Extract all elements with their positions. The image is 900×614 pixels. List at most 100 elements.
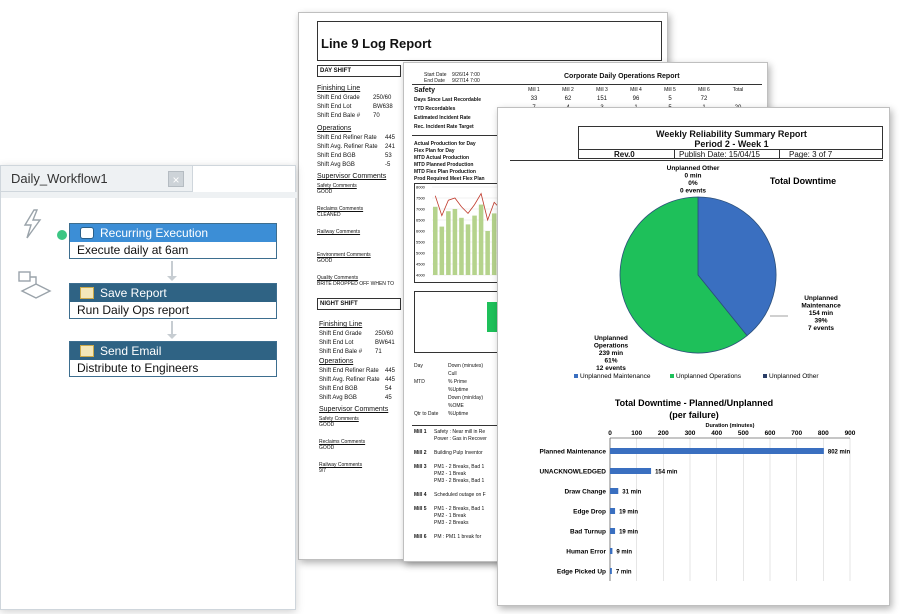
pie-slice (697, 196, 777, 337)
comment-label: Reclaims Comments (317, 206, 364, 212)
operations-heading: Operations (317, 125, 352, 132)
legend-label: Unplanned Maintenance (580, 373, 651, 380)
document-icon (80, 287, 94, 299)
safety-heading: Safety (414, 87, 436, 94)
operations-row: Shift Avg BGB -5 (317, 162, 397, 171)
weekly-title: Weekly Reliability Summary Report (656, 129, 807, 139)
day-block-label: Day (414, 363, 423, 369)
row-label: Shift End BGB (319, 386, 358, 392)
step-title: Send Email (100, 344, 162, 358)
step-detail: Run Daily Ops report (77, 303, 190, 317)
step-title: Save Report (100, 286, 167, 300)
safety-row-label: Estimated Incident Rate (414, 115, 471, 121)
mill-note-line: Safety : Near mill in Re (434, 429, 486, 435)
night-operations-heading: Operations (319, 358, 354, 365)
envelope-icon (80, 345, 94, 357)
mill-column-header: Mill 5 (664, 87, 676, 93)
mini-chart-bar (472, 215, 477, 275)
start-date-label: Start Date (424, 72, 447, 78)
comment-value: GOOD (319, 445, 335, 451)
pie-slice (619, 196, 748, 354)
mill-note-line: PM1 - 2 Breaks, Bad 1 (434, 464, 485, 470)
bar-x-tick: 300 (685, 430, 696, 437)
mill-note-line: Scheduled outage on F (434, 492, 486, 498)
finishing-row: Shift End Bale # 71 (319, 349, 394, 358)
weekly-publish-date: Publish Date: 15/04/15 (679, 150, 760, 159)
comment-label: Safety Comments (319, 416, 359, 422)
flow-arrowhead-1 (167, 276, 177, 281)
mini-chart-line (434, 192, 502, 222)
row-value: 445 (385, 368, 396, 374)
safety-cell: 62 (564, 96, 572, 102)
pie-data-label: 0 min (685, 173, 702, 180)
day-shift-header: DAY SHIFT (317, 65, 401, 77)
workflow-panel: Daily_Workflow1 × Recurring Execution Ex… (0, 165, 297, 610)
production-mini-chart: 8000 7500 7000 6500 6000 5500 5000 4500 4000 (414, 183, 506, 283)
production-row-label: Prod Required Meet Flex Plan (414, 176, 485, 182)
mill-column-header: Mill 2 (562, 87, 574, 93)
row-value: 250/60 (375, 331, 394, 337)
row-label: Shift End Refiner Rate (319, 368, 379, 374)
row-label: Shift End Refiner Rate (317, 135, 377, 141)
corporate-title: Corporate Daily Operations Report (564, 73, 680, 80)
flow-connector-1 (171, 261, 173, 277)
safety-row-label: YTD Recordables (414, 106, 456, 112)
workflow-tab-strip (1, 192, 297, 198)
row-value: 54 (385, 386, 392, 392)
bar-x-tick: 800 (818, 430, 829, 437)
end-date-label: End Date (424, 78, 445, 84)
end-date-value: 9/27/14 7:00 (452, 78, 480, 84)
bar-category-label: Bad Turnup (570, 529, 606, 536)
row-value: 70 (373, 113, 380, 119)
comment-label: Reclaims Comments (319, 439, 366, 445)
comment-label: Environment Comments (317, 252, 371, 258)
weekly-page-number: Page: 3 of 7 (789, 150, 833, 159)
row-label: Shift Avg. Refiner Rate (319, 377, 380, 383)
weekly-reliability-report: Weekly Reliability Summary Report Period… (497, 107, 890, 606)
mini-chart-bar (439, 226, 445, 275)
row-label: Shift End Bale # (319, 349, 363, 355)
downtime-bar-chart: Total Downtime - Planned/Unplanned (per f… (540, 398, 856, 581)
bar-value-label: 802 min (828, 450, 851, 456)
bar (610, 568, 612, 574)
safety-row-label: Days Since Last Recordable (414, 97, 481, 103)
comment-value: GOOD (317, 258, 333, 264)
header-col-divider-2 (779, 149, 780, 159)
bar-xlabel: Duration (minutes) (706, 423, 755, 429)
operations-row: Shift Avg. Refiner Rate 445 (319, 377, 395, 386)
row-label: Shift End BGB (317, 153, 356, 159)
finishing-row: Shift End Lot BW638 (317, 104, 397, 113)
workflow-step-save-report[interactable]: Save Report Run Daily Ops report (69, 283, 277, 319)
comment-label: Safety Comments (317, 183, 357, 189)
legend-swatch (763, 374, 767, 378)
mill-column-header: Mill 6 (698, 87, 710, 93)
day-block-label: Qtr to Date (414, 411, 439, 417)
day-shift-label: DAY SHIFT (320, 68, 352, 74)
pie-data-label: Unplanned (804, 295, 838, 302)
close-icon[interactable]: × (168, 171, 184, 187)
mill-note-label: Mill 5 (414, 506, 427, 512)
night-supervisor-comments-heading: Supervisor Comments (319, 406, 389, 413)
bar-category-label: Edge Picked Up (557, 569, 606, 576)
mini-chart-tick: 6500 (416, 218, 426, 223)
workflow-step-recurring-execution[interactable]: Recurring Execution Execute daily at 6am (69, 223, 277, 259)
clock-icon (80, 227, 94, 239)
workflow-step-send-email[interactable]: Send Email Distribute to Engineers (69, 341, 277, 377)
workflow-tab[interactable]: Daily_Workflow1 × (1, 166, 193, 192)
row-label: Shift Avg BGB (319, 395, 357, 401)
line9-title-box: Line 9 Log Report (317, 21, 662, 61)
day-block-text: %Uptime (448, 387, 469, 393)
flow-arrowhead-2 (167, 334, 177, 339)
production-row-label: MTD Planned Production (414, 162, 474, 168)
mini-chart-tick: 4000 (416, 273, 426, 278)
mini-chart-tick: 7500 (416, 196, 426, 201)
mill-note-line: Building Pulp Inventor (434, 450, 483, 456)
mini-chart-panel (414, 291, 506, 353)
header-col-divider-1 (674, 149, 675, 159)
supervisor-comments-heading: Supervisor Comments (317, 173, 387, 180)
mini-chart-tick: 6000 (416, 229, 426, 234)
row-value: 445 (385, 135, 396, 141)
safety-cell: 33 (530, 96, 538, 102)
bar-value-label: 7 min (616, 570, 632, 576)
safety-cell: 72 (700, 96, 708, 102)
